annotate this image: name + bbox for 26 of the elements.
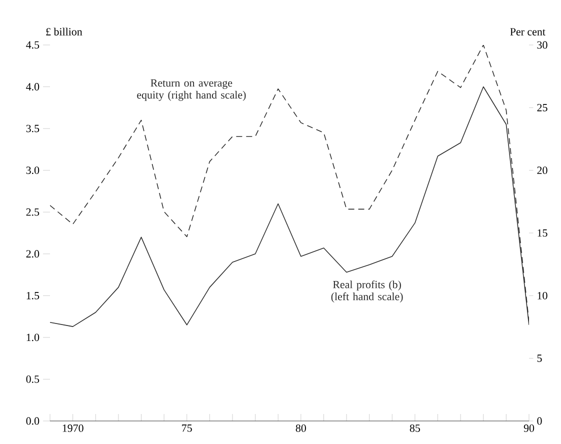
y-tick-label: 3.5 <box>26 124 40 132</box>
x-tick-label: 90 <box>524 424 534 432</box>
y2-tick-label: 20 <box>537 166 548 174</box>
series-label: Return on average equity (right hand scale) <box>137 79 246 101</box>
y-tick-label: 1.0 <box>26 334 40 342</box>
y-tick-label: 4.0 <box>26 83 40 90</box>
y-tick-label: 2.0 <box>26 250 40 258</box>
y-tick-label: 2.5 <box>26 208 40 216</box>
x-tick-label: 75 <box>182 424 192 432</box>
y-tick-label: 4.5 <box>26 41 40 49</box>
y2-tick-label: 0 <box>537 417 542 425</box>
x-tick-label: 85 <box>410 424 420 432</box>
y-tick-label: 0.5 <box>26 375 40 383</box>
y-axis-title: £ billion <box>46 28 82 36</box>
x-tick-label: 80 <box>296 424 306 432</box>
y2-tick-label: 5 <box>537 354 542 362</box>
y2-tick-label: 15 <box>538 229 548 237</box>
x-tick-label: 1970 <box>62 424 84 432</box>
y-tick-label: 1.5 <box>26 292 40 300</box>
y2-tick-label: 10 <box>538 292 548 300</box>
series-label: Real profits (b) (left hand scale) <box>331 280 403 302</box>
y2-tick-label: 25 <box>537 104 548 112</box>
y-tick-label: 0.0 <box>26 417 40 425</box>
y-tick-label: 3.0 <box>26 166 40 174</box>
y2-tick-label: 30 <box>537 41 548 49</box>
y2-axis-title: Per cent <box>510 28 546 36</box>
